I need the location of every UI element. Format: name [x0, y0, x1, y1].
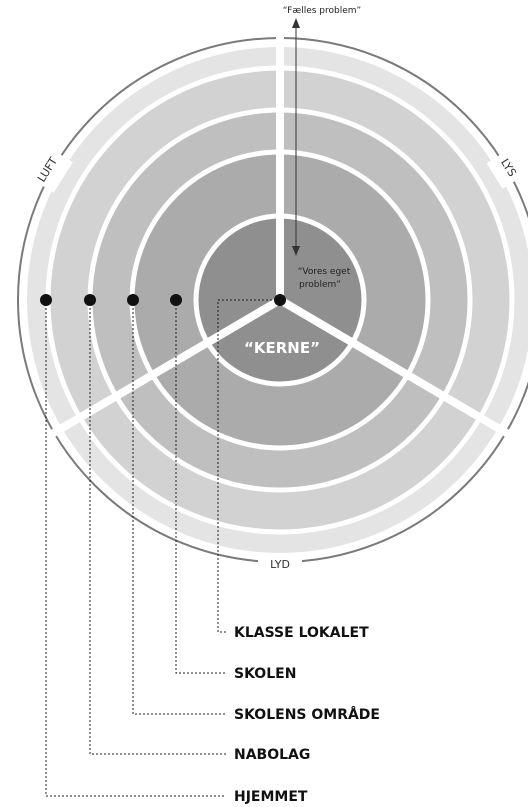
level-label: NABOLAG: [234, 747, 310, 763]
dot: [274, 294, 286, 306]
leader: [175, 300, 226, 674]
spoke: [277, 296, 518, 442]
label-bg: [23, 143, 73, 193]
shared-problem: “Fælles problem”: [283, 6, 361, 16]
leader: [132, 300, 226, 715]
label-bg: [486, 145, 528, 189]
leader: [89, 300, 226, 755]
dot: [127, 294, 139, 306]
level-label: SKOLENS OMRÅDE: [234, 706, 380, 723]
edge-label: LYD: [270, 558, 290, 571]
own-problem: “Vores eget: [298, 267, 351, 277]
own-problem: problem”: [299, 280, 341, 290]
dot: [40, 294, 52, 306]
level-label: SKOLEN: [234, 666, 296, 682]
dots: [40, 294, 286, 306]
level-label: KLASSE LOKALET: [234, 625, 369, 641]
leader: [217, 299, 280, 633]
label-bg: [258, 556, 302, 572]
core-label: “KERNE”: [244, 339, 320, 357]
level-label: HJEMMET: [234, 789, 308, 805]
spoke: [42, 296, 283, 442]
spokes: [42, 30, 518, 442]
dot: [84, 294, 96, 306]
dot: [170, 294, 182, 306]
leader: [45, 300, 226, 797]
